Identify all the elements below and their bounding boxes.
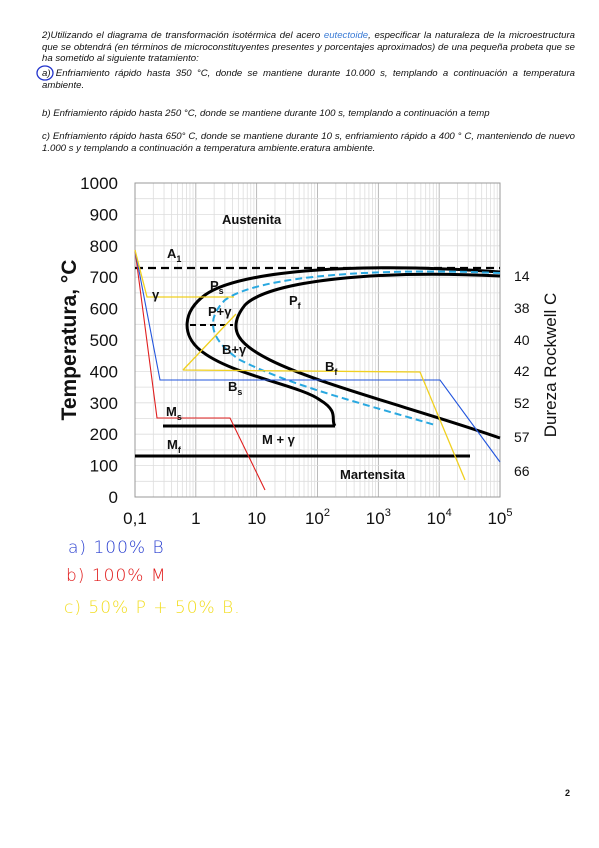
- diagram-label: Ms: [166, 404, 182, 422]
- diagram-label: Pf: [289, 293, 302, 311]
- path-b: [134, 249, 266, 491]
- label-sub: f: [178, 445, 182, 455]
- hardness-label: 57: [514, 429, 530, 445]
- label-main: A: [167, 246, 177, 261]
- diagram-label: Ps: [210, 278, 224, 296]
- x-tick-base: 10: [305, 509, 324, 528]
- y-tick-label: 600: [90, 300, 118, 319]
- x-tick-label: 104: [427, 507, 452, 528]
- path-c: [134, 249, 466, 481]
- label-main: B+γ: [222, 342, 247, 357]
- plot-frame: [134, 182, 501, 498]
- diagram-label: Martensita: [340, 467, 406, 482]
- hardness-label: 42: [514, 363, 530, 379]
- question-item: b) Enfriamiento rápido hasta 250 °C, don…: [42, 108, 490, 119]
- x-tick-label: 102: [305, 507, 330, 528]
- y-tick-label: 900: [90, 205, 118, 224]
- intro-highlight: eutectoide: [323, 30, 369, 41]
- x-tick-label: 10: [247, 509, 266, 528]
- y-tick-label: 200: [90, 425, 118, 444]
- label-main: P: [210, 278, 219, 293]
- intro-text: 2)Utilizando el diagrama de transformaci…: [42, 30, 324, 41]
- question-item: a) Enfriamiento rápido hasta 350 °C, don…: [42, 68, 575, 91]
- label-sub: 1: [176, 254, 181, 264]
- hardness-label: 14: [514, 268, 530, 284]
- answer: b) 100% M: [66, 566, 167, 586]
- y-tick-label: 100: [90, 457, 118, 476]
- y-tick-label: 300: [90, 394, 118, 413]
- grid: [134, 183, 500, 497]
- label-sub: f: [298, 301, 302, 311]
- label-sub: s: [219, 286, 224, 296]
- label-main: M: [167, 437, 178, 452]
- diagram-label: Mf: [167, 437, 182, 455]
- x-tick-label: 0,1: [123, 509, 147, 528]
- label-main: M: [166, 404, 177, 419]
- answer: c) 50% P + 50% B.: [64, 598, 241, 618]
- label-main: P+γ: [208, 304, 232, 319]
- label-main: B: [228, 379, 237, 394]
- label-sub: f: [334, 367, 338, 377]
- x-tick-exp: 2: [324, 507, 330, 519]
- y-tick-label: 500: [90, 331, 118, 350]
- x-tick-base: 10: [427, 509, 446, 528]
- hardness-label: 38: [514, 300, 530, 316]
- y2-axis-title: Dureza Rockwell C: [541, 293, 560, 438]
- y-tick-label: 1000: [80, 174, 118, 193]
- path-a: [134, 249, 501, 463]
- label-main: M + γ: [262, 432, 296, 447]
- y-axis-title: Temperatura, °C: [58, 260, 81, 421]
- label-main: Austenita: [222, 212, 282, 227]
- y-tick-label: 800: [90, 237, 118, 256]
- x-tick-label: 105: [487, 507, 512, 528]
- diagram-label: P+γ: [208, 304, 232, 319]
- pf-curve: [234, 272, 501, 440]
- x-tick-base: 10: [366, 509, 385, 528]
- question-item: c) Enfriamiento rápido hasta 650° C, don…: [42, 131, 575, 154]
- diagram-label: A1: [167, 246, 181, 264]
- x-tick-base: 10: [487, 509, 506, 528]
- hardness-label: 52: [514, 395, 530, 411]
- diagram-label: Austenita: [222, 212, 282, 227]
- y-tick-label: 700: [90, 268, 118, 287]
- question-intro: 2)Utilizando el diagrama de transformaci…: [42, 30, 575, 65]
- diagram-label: B+γ: [222, 342, 247, 357]
- label-sub: s: [237, 387, 242, 397]
- y-tick-label: 400: [90, 362, 118, 381]
- x-tick-base: 0,1: [123, 509, 147, 528]
- label-sub: s: [177, 412, 182, 422]
- x-tick-base: 10: [247, 509, 266, 528]
- x-tick-label: 103: [366, 507, 391, 528]
- diagram-label: Bs: [228, 379, 242, 397]
- page-number: 2: [565, 788, 570, 798]
- diagram-label: M + γ: [262, 432, 296, 447]
- x-tick-exp: 5: [506, 507, 512, 519]
- answer: a) 100% B: [68, 538, 165, 558]
- label-main: γ: [152, 287, 160, 302]
- x-tick-exp: 4: [446, 507, 452, 519]
- y-tick-label: 0: [109, 488, 118, 507]
- hardness-label: 40: [514, 332, 530, 348]
- label-main: B: [325, 359, 334, 374]
- ps-curve: [185, 266, 501, 427]
- diagram-label: γ: [152, 287, 160, 302]
- x-tick-base: 1: [191, 509, 200, 528]
- x-tick-exp: 3: [385, 507, 391, 519]
- dashed-curve: [212, 270, 501, 426]
- hardness-label: 66: [514, 463, 530, 479]
- label-main: Martensita: [340, 467, 406, 482]
- x-tick-label: 1: [191, 509, 200, 528]
- label-main: P: [289, 293, 298, 308]
- intro-text: , especificar la naturaleza de la microe…: [42, 30, 575, 64]
- diagram-label: Bf: [325, 359, 338, 377]
- hand-circle: [36, 65, 54, 81]
